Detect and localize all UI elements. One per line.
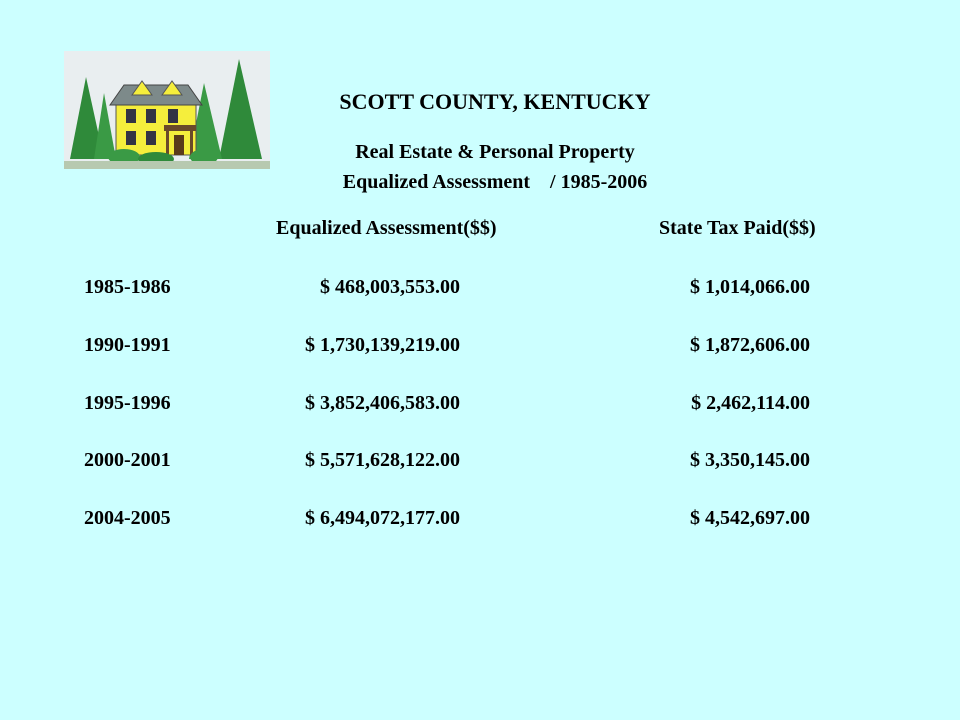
row-tax: $ 2,462,114.00 <box>691 392 810 414</box>
column-header-tax: State Tax Paid($$) <box>659 217 816 239</box>
table-row: 1995-1996 $ 3,852,406,583.00 $ 2,462,114… <box>0 392 960 418</box>
subtitle-line-1: Real Estate & Personal Property <box>355 141 635 163</box>
table-row: 1990-1991 $ 1,730,139,219.00 $ 1,872,606… <box>0 334 960 360</box>
row-tax: $ 3,350,145.00 <box>690 449 810 471</box>
row-assessment: $ 468,003,553.00 <box>320 276 460 298</box>
row-year: 2000-2001 <box>84 449 171 471</box>
table-row: 2004-2005 $ 6,494,072,177.00 $ 4,542,697… <box>0 507 960 533</box>
subtitle-line-2: Equalized Assessment / 1985-2006 <box>342 171 648 193</box>
table-row: 1985-1986 $ 468,003,553.00 $ 1,014,066.0… <box>0 276 960 302</box>
row-year: 1990-1991 <box>84 334 171 356</box>
row-assessment: $ 5,571,628,122.00 <box>305 449 460 471</box>
row-tax: $ 4,542,697.00 <box>690 507 810 529</box>
row-year: 1985-1986 <box>84 276 171 298</box>
row-tax: $ 1,014,066.00 <box>690 276 810 298</box>
table-row: 2000-2001 $ 5,571,628,122.00 $ 3,350,145… <box>0 449 960 475</box>
row-tax: $ 1,872,606.00 <box>690 334 810 356</box>
row-assessment: $ 1,730,139,219.00 <box>305 334 460 356</box>
row-assessment: $ 6,494,072,177.00 <box>305 507 460 529</box>
row-year: 1995-1996 <box>84 392 171 414</box>
row-year: 2004-2005 <box>84 507 171 529</box>
row-assessment: $ 3,852,406,583.00 <box>305 392 460 414</box>
house-with-trees-icon <box>64 51 270 169</box>
page-title: SCOTT COUNTY, KENTUCKY <box>339 89 651 114</box>
column-header-assessment: Equalized Assessment($$) <box>276 217 497 239</box>
